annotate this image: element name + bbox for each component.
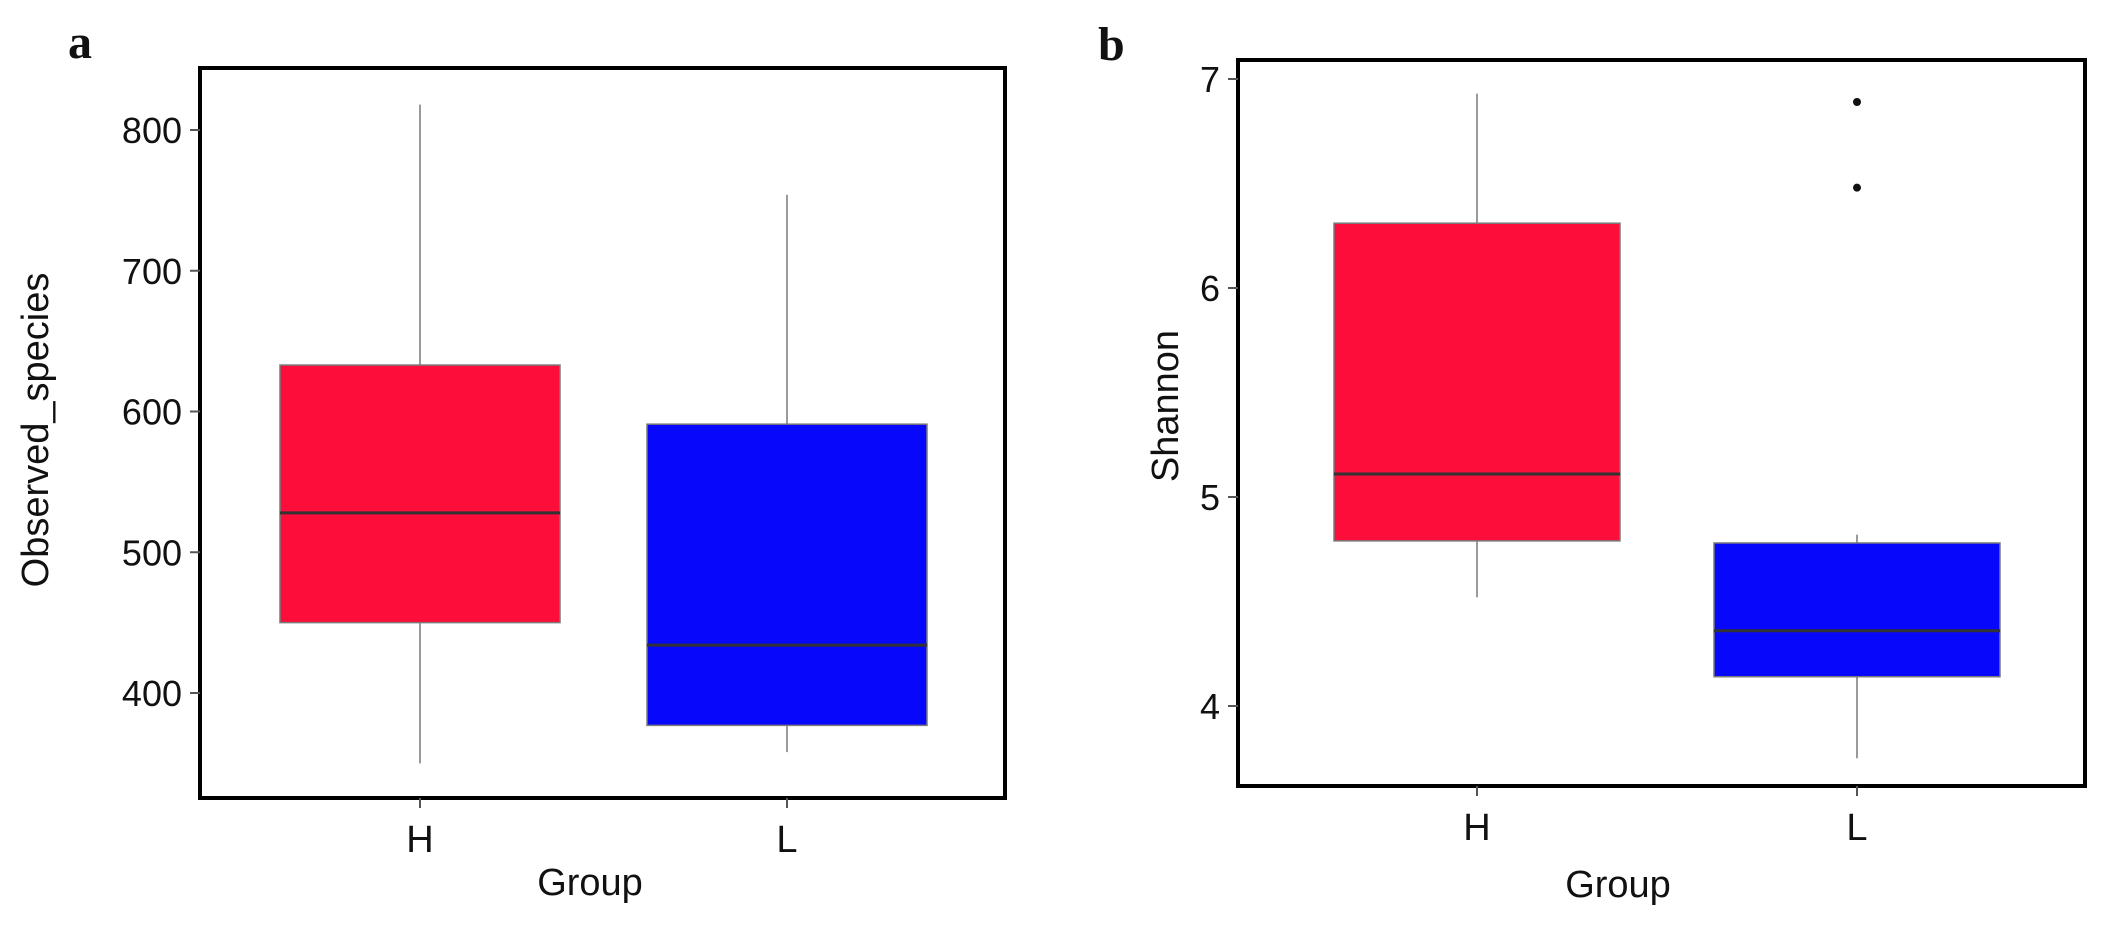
panel-b-x-tick-label: H [1463,807,1490,849]
panel-b-plot-frame [1236,58,2087,788]
panel-b-outlier-l [1853,97,1861,106]
panel-a-x-axis-label: Group [537,862,643,904]
panel-a-y-tick-label: 500 [122,532,182,573]
panel-b-outlier-l [1853,183,1861,192]
panel-a-box-h [279,364,561,624]
panel-b-y-tick-label: 7 [1200,59,1220,100]
panel-a-y-tick-label: 600 [122,392,182,433]
panel-b-x-tick-label: L [1846,807,1867,849]
panel-a-y-axis-label: Observed_species [15,273,57,588]
panel-b-y-tick-label: 6 [1200,268,1220,309]
panel-a-box-l [646,423,928,727]
panel-a-x-tick-label: H [406,819,433,861]
panel-a-y-tick-label: 700 [122,251,182,292]
panel-b-chart: b Shannon Group 4 5 6 7 H L [1098,18,2087,906]
panel-b-x-axis-label: Group [1565,864,1671,906]
panel-a-chart: a Observed_species Group 400 500 600 700 800… [15,16,1007,904]
panel-a-y-tick-label: 800 [122,110,182,151]
panel-b-box-h [1333,222,1621,542]
panel-a-x-tick-label: L [776,819,797,861]
panel-b-y-tick-label: 5 [1200,477,1220,518]
panel-a-y-tick-label: 400 [122,673,182,714]
panel-b-letter: b [1098,18,1125,71]
panel-b-box-l [1713,542,2001,678]
panel-b-y-tick-label: 4 [1200,686,1220,727]
panel-a-plot-frame [198,66,1007,800]
panel-b-y-axis-label: Shannon [1145,330,1187,482]
panel-a-letter: a [68,16,92,69]
